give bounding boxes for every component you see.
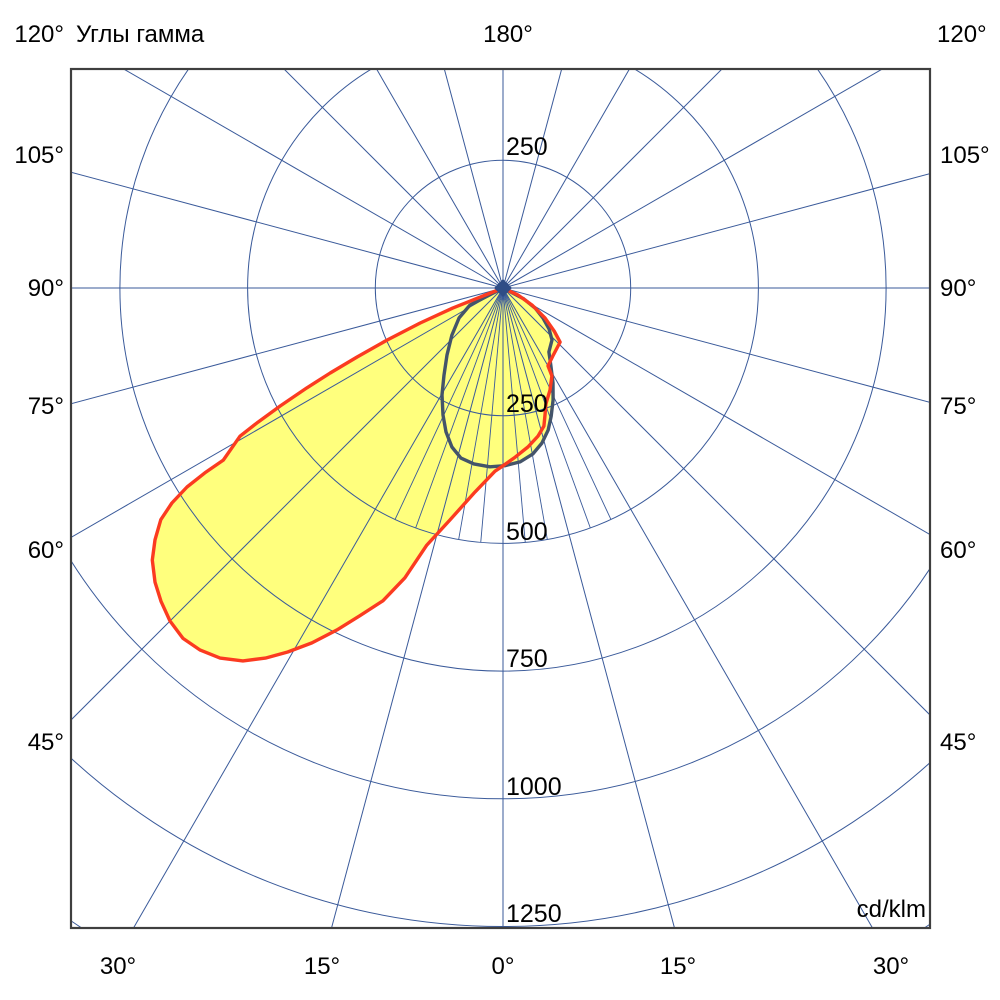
minor-radial-line-25 [502, 287, 612, 520]
minor-radial-line-10 [502, 287, 548, 540]
radial-line-195 [443, 69, 504, 289]
radial-line-315 [71, 287, 504, 721]
c0-c180-curve [440, 286, 555, 469]
ring-value-label-4: 1000 [506, 773, 562, 801]
unit-label: cd/klm [857, 896, 926, 923]
gamma-angle-label-3: 120° [937, 21, 987, 48]
gamma-angle-label-14: 30° [100, 953, 136, 980]
radial-line-345 [330, 287, 504, 928]
gamma-angle-label-13: 45° [940, 729, 976, 756]
radial-line-15 [502, 287, 676, 928]
gamma-angle-label-16: 0° [492, 953, 515, 980]
radial-line-225 [283, 69, 504, 289]
gamma-angle-label-17: 15° [660, 953, 696, 980]
ring-value-label-3: 750 [506, 645, 548, 673]
gamma-angle-label-8: 45° [28, 729, 64, 756]
gamma-angle-label-5: 90° [28, 275, 64, 302]
gamma-angle-label-18: 30° [873, 953, 909, 980]
radial-line-45 [502, 287, 930, 716]
labels-layer: 120° Углы гамма 180° 120° 105° 90° 75° 60° 45° 10… [14, 21, 989, 980]
ring-value-label-2: 500 [506, 518, 548, 546]
frame-layer [69, 67, 932, 930]
radial-line-135 [502, 69, 723, 289]
gamma-angle-label-12: 60° [940, 537, 976, 564]
gamma-angle-label-15: 15° [304, 953, 340, 980]
ring-value-label-1: 250 [506, 390, 548, 418]
lobe-fill [152, 288, 561, 661]
gamma-angle-label-6: 75° [28, 393, 64, 420]
minor-radial-line-5 [502, 287, 526, 543]
plot-frame [69, 67, 932, 930]
minor-radial-line--5 [480, 287, 504, 543]
curves-layer [150, 279, 562, 663]
radial-line-75 [502, 287, 930, 403]
gamma-angle-label-7: 60° [28, 537, 64, 564]
radial-line-240 [122, 69, 504, 289]
radial-line-210 [375, 69, 504, 289]
gamma-angle-label-10: 90° [940, 275, 976, 302]
radial-line-165 [502, 69, 563, 289]
chart-title: Углы гамма [76, 21, 205, 48]
c90-c270-curve [150, 286, 562, 663]
minor-radial-line--25 [394, 287, 504, 520]
ring-value-label-0: 250 [506, 133, 548, 161]
radial-line-60 [502, 287, 930, 536]
gamma-angle-label-2: 180° [483, 21, 533, 48]
minor-radial-line--10 [458, 287, 504, 540]
gamma-angle-label-9: 105° [940, 142, 990, 169]
gamma-angle-label-11: 75° [940, 393, 976, 420]
radial-line-255 [71, 171, 504, 289]
gamma-angle-label-4: 105° [14, 142, 64, 169]
radial-line-150 [502, 69, 631, 289]
radial-line-105 [502, 173, 930, 289]
radial-line-285 [71, 287, 504, 405]
gamma-angle-label-0: 120° [14, 21, 64, 48]
lobe-fill-layer [152, 288, 561, 661]
radial-line-330 [132, 287, 504, 928]
ring-value-label-5: 1250 [506, 900, 562, 928]
radial-line-300 [71, 287, 504, 538]
radial-line-120 [502, 69, 884, 289]
minor-radial-line--20 [415, 287, 504, 529]
radial-line-30 [502, 287, 874, 928]
center-marker [494, 279, 512, 297]
